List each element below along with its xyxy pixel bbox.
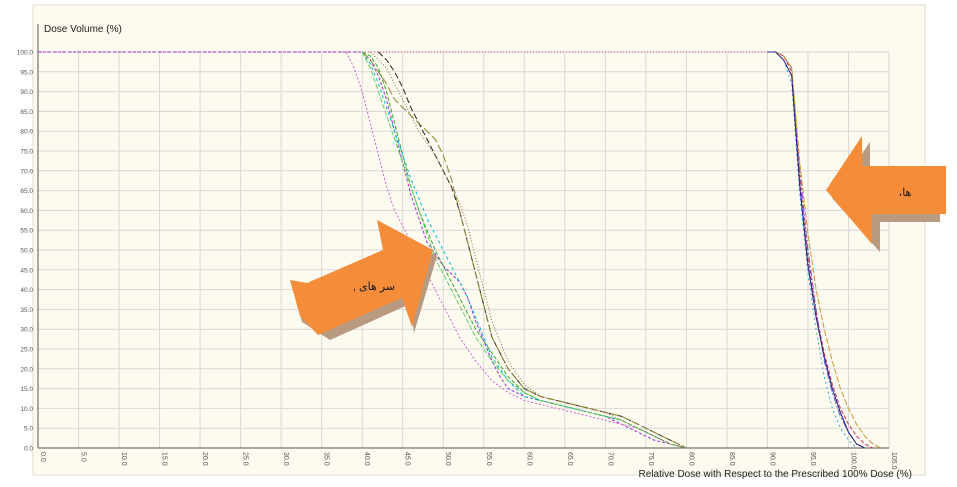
x-tick-label: 60.0 (525, 452, 532, 466)
y-tick-label: 25.0 (20, 347, 33, 354)
x-tick-label: 105.0 (890, 452, 897, 470)
y-tick-label: 95.0 (20, 69, 33, 76)
series-line (361, 51, 687, 449)
left-group-arrow (290, 220, 433, 335)
axes: 0.0 5.0 10.0 15.0 20.0 25.0 30.0 35.0 40.0 45.0 50… (17, 24, 897, 470)
x-tick-label: 40.0 (363, 452, 370, 466)
x-tick-label: 15.0 (161, 452, 168, 466)
series-line (38, 51, 687, 449)
x-tick-label: 90.0 (768, 452, 775, 466)
x-tick-label: 45.0 (404, 452, 411, 466)
y-tick-label: 90.0 (20, 89, 33, 96)
y-tick-label: 0.0 (24, 446, 33, 453)
annotations: سر های , ها، (290, 136, 946, 340)
y-tick-label: 30.0 (20, 327, 33, 334)
y-tick-label: 50.0 (20, 248, 33, 255)
grid (37, 51, 890, 449)
x-tick-label: 100.0 (849, 452, 856, 470)
series-line (767, 51, 865, 449)
x-tick-label: 55.0 (485, 452, 492, 466)
annotation-label: سر های , (353, 281, 395, 293)
y-tick-label: 85.0 (20, 109, 33, 116)
y-tick-label: 45.0 (20, 267, 33, 274)
series-line (345, 51, 687, 449)
x-tick-label: 35.0 (323, 452, 330, 466)
x-tick-label: 85.0 (728, 452, 735, 466)
x-tick-label: 5.0 (80, 452, 87, 462)
x-tick-label: 80.0 (687, 452, 694, 466)
series-group (38, 51, 882, 449)
y-axis-title: Dose Volume (%) (44, 24, 122, 35)
y-tick-label: 100.0 (17, 50, 34, 57)
x-tick-label: 50.0 (444, 452, 451, 466)
x-tick-label: 0.0 (39, 452, 46, 462)
y-tick-label: 70.0 (20, 168, 33, 175)
x-tick-label: 25.0 (242, 452, 249, 466)
y-tick-label: 55.0 (20, 228, 33, 235)
annotation-label: ها، (899, 187, 912, 199)
y-tick-label: 65.0 (20, 188, 33, 195)
y-tick-label: 15.0 (20, 386, 33, 393)
y-tick-label: 40.0 (20, 287, 33, 294)
y-tick-label: 10.0 (20, 406, 33, 413)
series-line (767, 51, 857, 449)
y-tick-label: 75.0 (20, 149, 33, 156)
y-tick-label: 35.0 (20, 307, 33, 314)
y-tick-label: 60.0 (20, 208, 33, 215)
x-tick-label: 70.0 (606, 452, 613, 466)
x-tick-label: 65.0 (566, 452, 573, 466)
series-line (361, 51, 687, 449)
x-tick-label: 10.0 (120, 452, 127, 466)
y-tick-label: 80.0 (20, 129, 33, 136)
x-tick-label: 75.0 (647, 452, 654, 466)
x-axis-title: Relative Dose with Respect to the Prescr… (639, 469, 912, 480)
chart-frame (32, 4, 926, 476)
x-tick-label: 95.0 (809, 452, 816, 466)
right-group-arrow (826, 136, 946, 244)
y-tick-label: 20.0 (20, 366, 33, 373)
series-line (767, 51, 882, 449)
series-line (361, 51, 687, 449)
y-tick-label: 5.0 (24, 426, 33, 433)
x-tick-label: 20.0 (201, 452, 208, 466)
x-tick-label: 30.0 (282, 452, 289, 466)
